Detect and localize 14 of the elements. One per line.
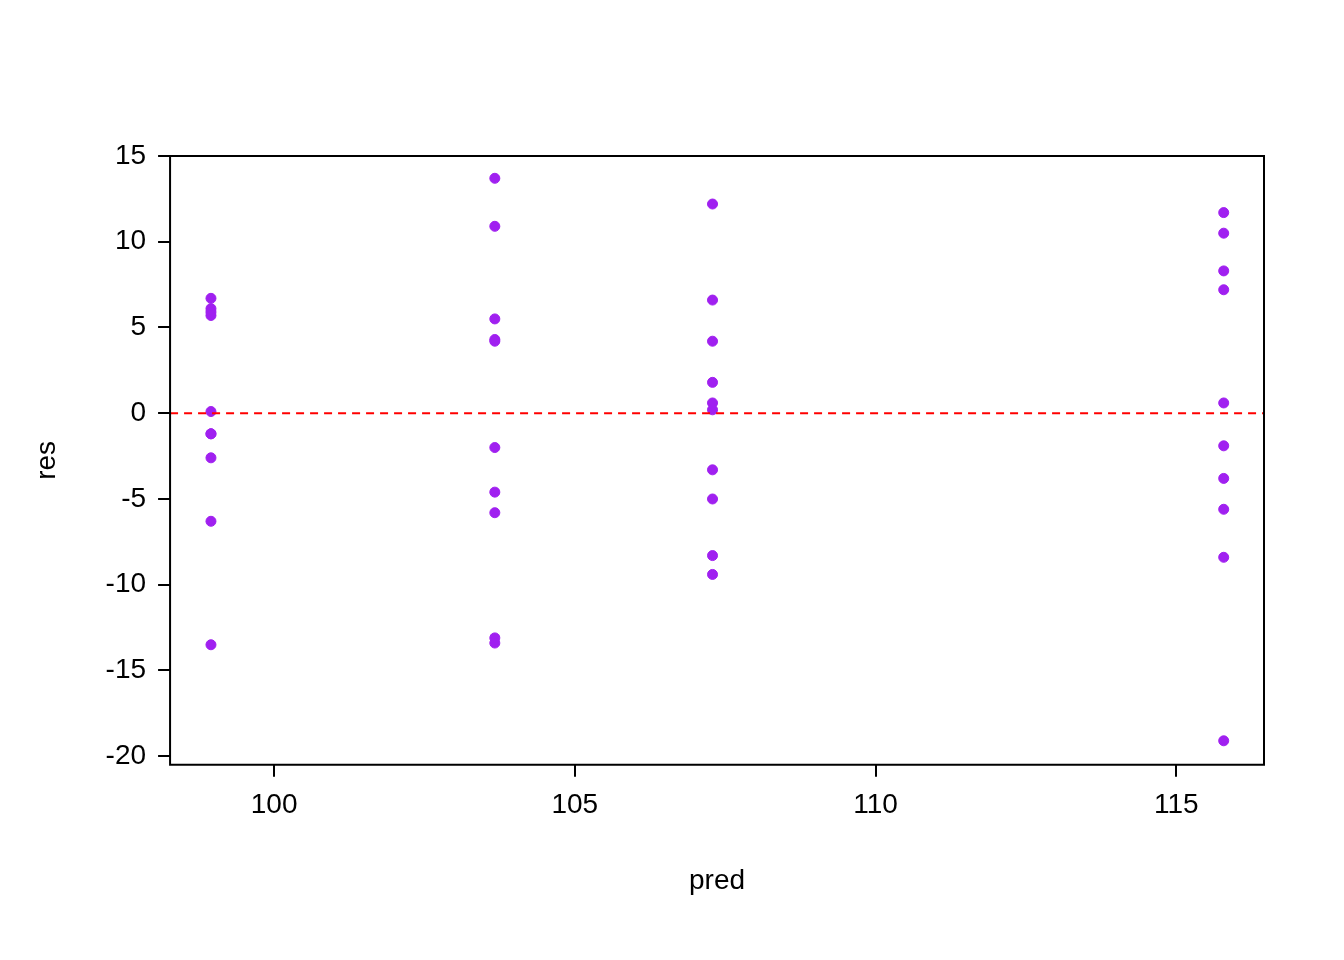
y-tick-label: -20 [105, 738, 147, 770]
y-tick-label: 0 [130, 395, 147, 427]
y-tick-label: 10 [114, 224, 147, 256]
x-tick-label: 110 [853, 788, 898, 820]
x-tick-label: 100 [250, 788, 298, 820]
y-axis-title: res [29, 440, 61, 480]
y-tick-label: 5 [130, 310, 147, 342]
y-tick-label: 15 [114, 138, 147, 170]
x-axis-title: pred [689, 863, 746, 895]
x-tick-label: 115 [1153, 788, 1199, 820]
y-tick-label: -10 [105, 567, 147, 599]
y-tick-label: -15 [105, 653, 147, 685]
x-tick-label: 105 [551, 788, 599, 820]
y-tick-label: -5 [121, 481, 147, 513]
